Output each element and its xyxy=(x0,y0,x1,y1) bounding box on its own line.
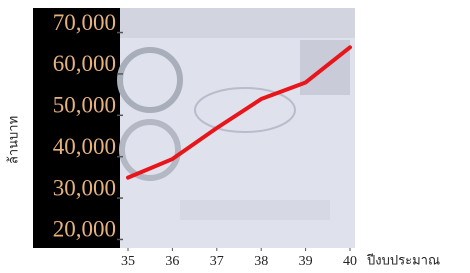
y-tick-label: 40,000 xyxy=(53,134,116,159)
y-tick-label: 70,000 xyxy=(53,10,116,35)
chart: ล้านบาท ปีงบประมาณ 20,000 30,000 40,000 50,… xyxy=(0,0,470,273)
x-tick-label: 40 xyxy=(343,254,357,269)
x-tick-label: 35 xyxy=(121,254,135,269)
axis-panel xyxy=(33,8,121,248)
y-tick-label: 30,000 xyxy=(53,175,116,200)
x-tick-label: 36 xyxy=(165,254,179,269)
x-tick-label: 39 xyxy=(299,254,313,269)
y-tick-label: 60,000 xyxy=(53,51,116,76)
y-tick-label: 50,000 xyxy=(53,93,116,118)
x-axis-title: ปีงบประมาณ xyxy=(366,253,440,269)
y-axis-title: ล้านบาท xyxy=(7,116,22,164)
x-tick-label: 38 xyxy=(254,254,268,269)
x-tick-label: 37 xyxy=(210,254,224,269)
y-tick-label: 20,000 xyxy=(53,217,116,242)
banknote-background xyxy=(120,8,355,248)
